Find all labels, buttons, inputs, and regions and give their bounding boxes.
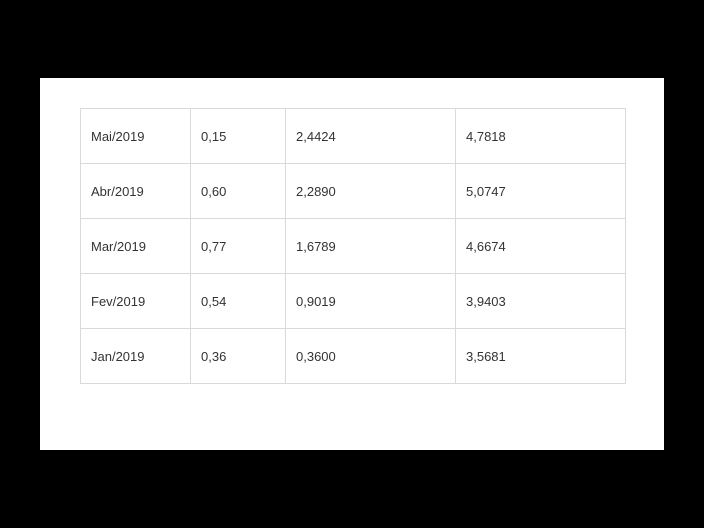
cell-period: Abr/2019 bbox=[81, 164, 191, 219]
cell-value: 2,2890 bbox=[286, 164, 456, 219]
table-row: Jan/2019 0,36 0,3600 3,5681 bbox=[81, 329, 626, 384]
table-row: Mai/2019 0,15 2,4424 4,7818 bbox=[81, 109, 626, 164]
cell-value: 5,0747 bbox=[456, 164, 626, 219]
cell-value: 0,3600 bbox=[286, 329, 456, 384]
cell-value: 0,36 bbox=[191, 329, 286, 384]
cell-value: 4,7818 bbox=[456, 109, 626, 164]
cell-period: Mar/2019 bbox=[81, 219, 191, 274]
cell-period: Jan/2019 bbox=[81, 329, 191, 384]
cell-value: 0,77 bbox=[191, 219, 286, 274]
data-table-wrap: Mai/2019 0,15 2,4424 4,7818 Abr/2019 0,6… bbox=[80, 108, 625, 384]
table-row: Mar/2019 0,77 1,6789 4,6674 bbox=[81, 219, 626, 274]
cell-value: 0,15 bbox=[191, 109, 286, 164]
cell-value: 0,9019 bbox=[286, 274, 456, 329]
cell-period: Fev/2019 bbox=[81, 274, 191, 329]
cell-value: 2,4424 bbox=[286, 109, 456, 164]
cell-value: 3,9403 bbox=[456, 274, 626, 329]
table-row: Fev/2019 0,54 0,9019 3,9403 bbox=[81, 274, 626, 329]
data-table: Mai/2019 0,15 2,4424 4,7818 Abr/2019 0,6… bbox=[80, 108, 626, 384]
page-panel: Mai/2019 0,15 2,4424 4,7818 Abr/2019 0,6… bbox=[40, 78, 664, 450]
cell-value: 1,6789 bbox=[286, 219, 456, 274]
cell-value: 0,54 bbox=[191, 274, 286, 329]
cell-value: 4,6674 bbox=[456, 219, 626, 274]
cell-value: 0,60 bbox=[191, 164, 286, 219]
table-row: Abr/2019 0,60 2,2890 5,0747 bbox=[81, 164, 626, 219]
cell-value: 3,5681 bbox=[456, 329, 626, 384]
cell-period: Mai/2019 bbox=[81, 109, 191, 164]
